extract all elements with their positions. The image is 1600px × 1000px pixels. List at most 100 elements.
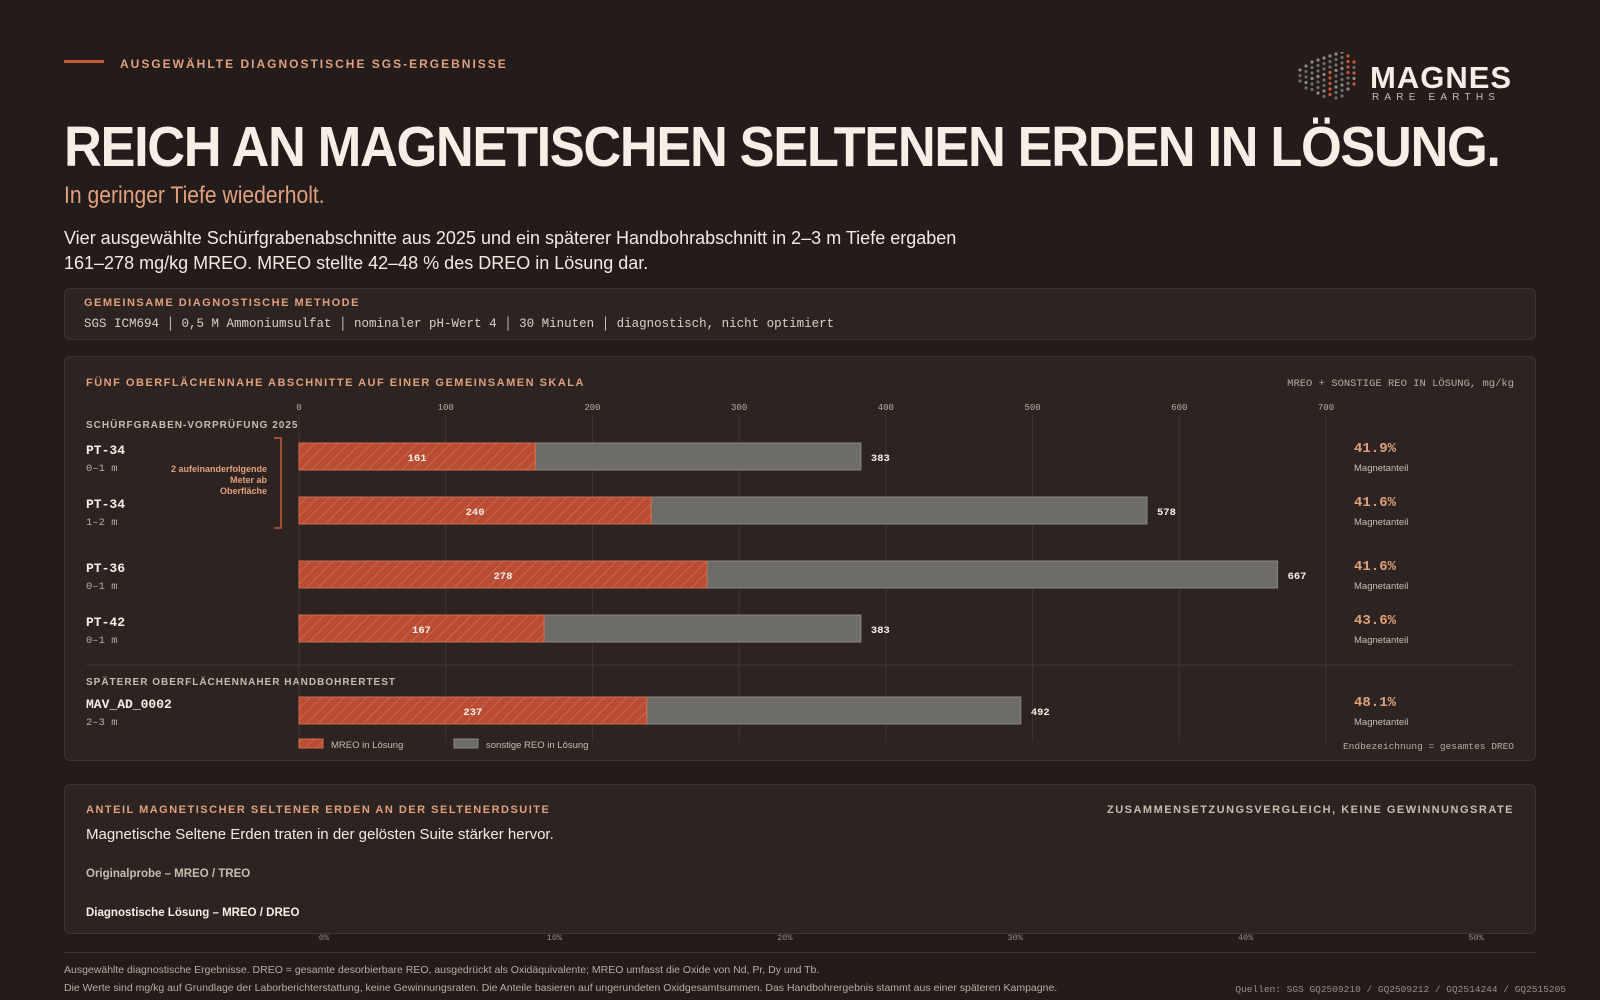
bracket-note: 2 aufeinanderfolgende Meter ab Oberfläch… — [150, 464, 267, 497]
x-tick-label: 500 — [1024, 403, 1040, 413]
logo-dot — [1340, 94, 1344, 98]
logo-dot — [1346, 87, 1350, 91]
logo-dot — [1328, 65, 1332, 69]
row-depth: 2–3 m — [86, 717, 118, 729]
logo-dot — [1352, 76, 1356, 81]
magnet-share-value: 41.9% — [1354, 441, 1397, 457]
logo-dot — [1340, 72, 1344, 76]
logo-dot — [1352, 60, 1356, 64]
logo-dot — [1310, 82, 1314, 86]
magnet-share-label: Magnetanteil — [1354, 635, 1409, 646]
logo-dot — [1316, 85, 1320, 90]
logo-dot — [1316, 58, 1320, 62]
logo-dot — [1334, 79, 1338, 84]
row-depth: 0–1 m — [86, 463, 118, 475]
logo-dot — [1346, 59, 1350, 64]
legend-label-other: sonstige REO in Lösung — [486, 740, 589, 751]
footer-rule — [64, 952, 1536, 953]
logo-dot — [1310, 76, 1314, 81]
x-tick-label: 700 — [1318, 403, 1334, 413]
logo-dot — [1304, 64, 1308, 68]
range-tick-label: 30% — [1008, 933, 1024, 943]
range-tick-label: 40% — [1238, 933, 1254, 943]
logo-dot — [1334, 74, 1338, 78]
magnet-share-value: 48.1% — [1354, 695, 1397, 711]
range-label-original: Originalprobe – MREO / TREO — [86, 868, 251, 880]
x-tick-label: 200 — [584, 403, 600, 413]
bracket-mark — [274, 437, 282, 529]
logo-dot — [1340, 52, 1344, 54]
logo-dot — [1334, 90, 1338, 95]
logo-dot — [1334, 68, 1338, 73]
row-name: MAV_AD_0002 — [86, 697, 172, 712]
range-label-solution: Diagnostische Lösung – MREO / DREO — [86, 907, 300, 919]
bar-chart-title: FÜNF OBERFLÄCHENNAHE ABSCHNITTE AUF EINE… — [86, 377, 585, 389]
logo-dot — [1298, 73, 1302, 78]
group-label-trench: SCHÜRFGRABEN-VORPRÜFUNG 2025 — [86, 420, 299, 431]
range-tick-label: 50% — [1468, 933, 1484, 943]
logo-dot — [1340, 88, 1344, 93]
logo-dot — [1346, 81, 1350, 86]
magnet-share-label: Magnetanteil — [1354, 463, 1409, 474]
logo-dot — [1304, 75, 1308, 79]
logo-dot — [1304, 86, 1308, 90]
bar-total-value-label: 667 — [1288, 571, 1307, 583]
page-subtitle: In geringer Tiefe wiederholt. — [64, 182, 325, 209]
logo-dot — [1328, 92, 1332, 97]
eyebrow-label: AUSGEWÄHLTE DIAGNOSTISCHE SGS-ERGEBNISSE — [120, 57, 508, 71]
logo-dot — [1310, 71, 1314, 75]
logo-dot — [1328, 81, 1332, 86]
method-panel — [64, 288, 1536, 340]
bar-mreo-value-label: 278 — [493, 571, 512, 583]
bar-total-value-label: 492 — [1031, 707, 1050, 719]
logo-dot — [1352, 71, 1356, 75]
bar-other-reo — [650, 496, 1148, 525]
bar-mreo-value-label: 237 — [463, 707, 482, 719]
bar-mreo — [298, 560, 708, 589]
logo-dot — [1328, 70, 1332, 75]
page-title: REICH AN MAGNETISCHEN SELTENEN ERDEN IN … — [64, 115, 1501, 179]
x-tick-label: 400 — [878, 403, 894, 413]
magnet-share-value: 41.6% — [1354, 559, 1397, 575]
bracket-note-line: Oberfläche — [219, 486, 267, 496]
logo-dot — [1334, 63, 1338, 67]
range-tick-label: 10% — [547, 933, 563, 943]
lead-paragraph: Vier ausgewählte Schürfgrabenabschnitte … — [64, 226, 1004, 276]
row-depth: 0–1 m — [86, 635, 118, 647]
bracket-note-line: 2 aufeinanderfolgende — [170, 464, 267, 474]
logo-dot — [1328, 59, 1332, 64]
x-tick-label: 0 — [296, 403, 301, 413]
magnet-share-label: Magnetanteil — [1354, 581, 1409, 592]
logo-dot — [1328, 76, 1332, 80]
logo-dot — [1352, 65, 1356, 70]
lead-line-1: Vier ausgewählte Schürfgrabenabschnitte … — [64, 228, 957, 248]
logo-dot — [1310, 65, 1314, 70]
logo-dot — [1304, 69, 1308, 74]
bar-mreo — [298, 496, 652, 525]
share-right-label: ZUSAMMENSETZUNGSVERGLEICH, KEINE GEWINNU… — [1106, 804, 1514, 816]
bar-chart-unit-label: MREO + SONSTIGE REO IN LÖSUNG, mg/kg — [1287, 378, 1514, 390]
row-name: PT-34 — [86, 497, 126, 512]
group-label-auger: SPÄTERER OBERFLÄCHENNAHER HANDBOHRERTEST — [86, 677, 397, 688]
logo-dot — [1340, 61, 1344, 65]
footer-note-2: Die Werte sind mg/kg auf Grundlage der L… — [64, 982, 1058, 994]
logo-dot — [1340, 77, 1344, 82]
magnet-share-value: 41.6% — [1354, 495, 1397, 511]
logo-dot — [1334, 52, 1338, 56]
logo-wordmark: MAGNES — [1370, 60, 1513, 95]
x-tick-label: 100 — [438, 403, 454, 413]
logo-dot — [1310, 60, 1314, 64]
logo-dot — [1322, 89, 1326, 93]
share-panel — [64, 784, 1536, 934]
bar-total-value-label: 578 — [1157, 507, 1176, 519]
bar-mreo — [298, 696, 648, 725]
method-text: SGS ICM694 │ 0,5 M Ammoniumsulfat │ nomi… — [84, 317, 835, 331]
logo-dot — [1328, 54, 1332, 58]
logo-dot — [1316, 91, 1320, 95]
x-tick-label: 600 — [1171, 403, 1187, 413]
eyebrow-rule — [64, 60, 104, 63]
bar-mreo — [298, 614, 545, 643]
logo-dot — [1316, 69, 1320, 73]
magnet-share-value: 43.6% — [1354, 613, 1397, 629]
legend-label-mreo: MREO in Lösung — [331, 740, 404, 751]
